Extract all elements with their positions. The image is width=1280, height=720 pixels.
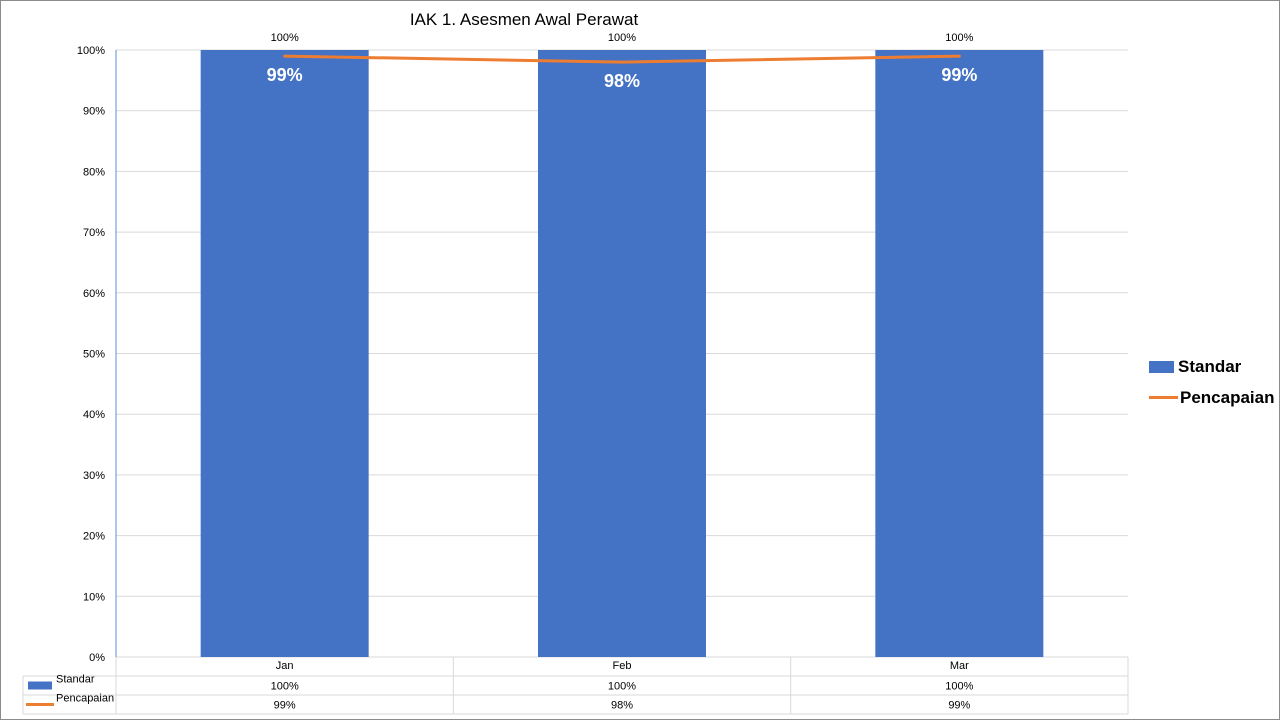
y-tick-label: 80% — [83, 166, 105, 178]
bar-data-label: 100% — [945, 32, 973, 44]
table-cell: 100% — [608, 681, 636, 693]
bar-feb — [538, 50, 706, 657]
y-tick-label: 90% — [83, 106, 105, 118]
y-tick-label: 20% — [83, 531, 105, 543]
legend-swatch-standar — [1149, 360, 1174, 373]
y-tick-label: 0% — [89, 652, 105, 664]
table-series-name: Standar — [56, 674, 95, 686]
x-category-label: Jan — [276, 660, 294, 672]
x-category-label: Feb — [613, 660, 632, 672]
legend-swatch-pencapaian — [1149, 396, 1178, 399]
legend: Standar Pencapaian — [1149, 351, 1275, 413]
table-cell: 99% — [274, 700, 296, 712]
y-tick-label: 60% — [83, 288, 105, 300]
legend-label-pencapaian: Pencapaian — [1180, 387, 1275, 407]
y-tick-label: 40% — [83, 409, 105, 421]
pencapaian-line — [283, 54, 961, 64]
bar-data-label: 100% — [608, 32, 636, 44]
line-series — [283, 54, 961, 64]
data-labels: 100% 100% 100% 99% 98% 99% — [267, 32, 978, 91]
y-tick-label: 30% — [83, 470, 105, 482]
table-series-name: Pencapaian — [56, 693, 114, 705]
line-data-label: 99% — [941, 65, 977, 85]
legend-item-standar: Standar — [1149, 351, 1275, 382]
y-tick-label: 70% — [83, 227, 105, 239]
line-data-label: 98% — [604, 71, 640, 91]
bar-data-label: 100% — [271, 32, 299, 44]
table-key-standar — [28, 681, 52, 690]
x-category-label: Mar — [950, 660, 969, 672]
table-cell: 98% — [611, 700, 633, 712]
line-data-label: 99% — [267, 65, 303, 85]
legend-label-standar: Standar — [1178, 356, 1242, 376]
y-tick-label: 50% — [83, 349, 105, 361]
data-table: Jan Feb Mar Standar 100% 100% 100% Pencapaian 99… — [22, 657, 1129, 715]
table-cell: 100% — [271, 681, 299, 693]
axes: 0% 10% 20% 30% 40% 50% 60% 70% 80% 90% 100% — [77, 45, 117, 664]
chart-title: IAK 1. Asesmen Awal Perawat — [410, 10, 639, 29]
legend-item-pencapaian: Pencapaian — [1149, 382, 1275, 413]
bar-mar — [875, 50, 1044, 657]
table-cell: 99% — [948, 700, 970, 712]
table-cell: 100% — [945, 681, 973, 693]
bars — [200, 50, 1044, 657]
y-tick-label: 10% — [83, 591, 105, 603]
y-tick-label: 100% — [77, 45, 105, 57]
bar-jan — [200, 50, 369, 657]
